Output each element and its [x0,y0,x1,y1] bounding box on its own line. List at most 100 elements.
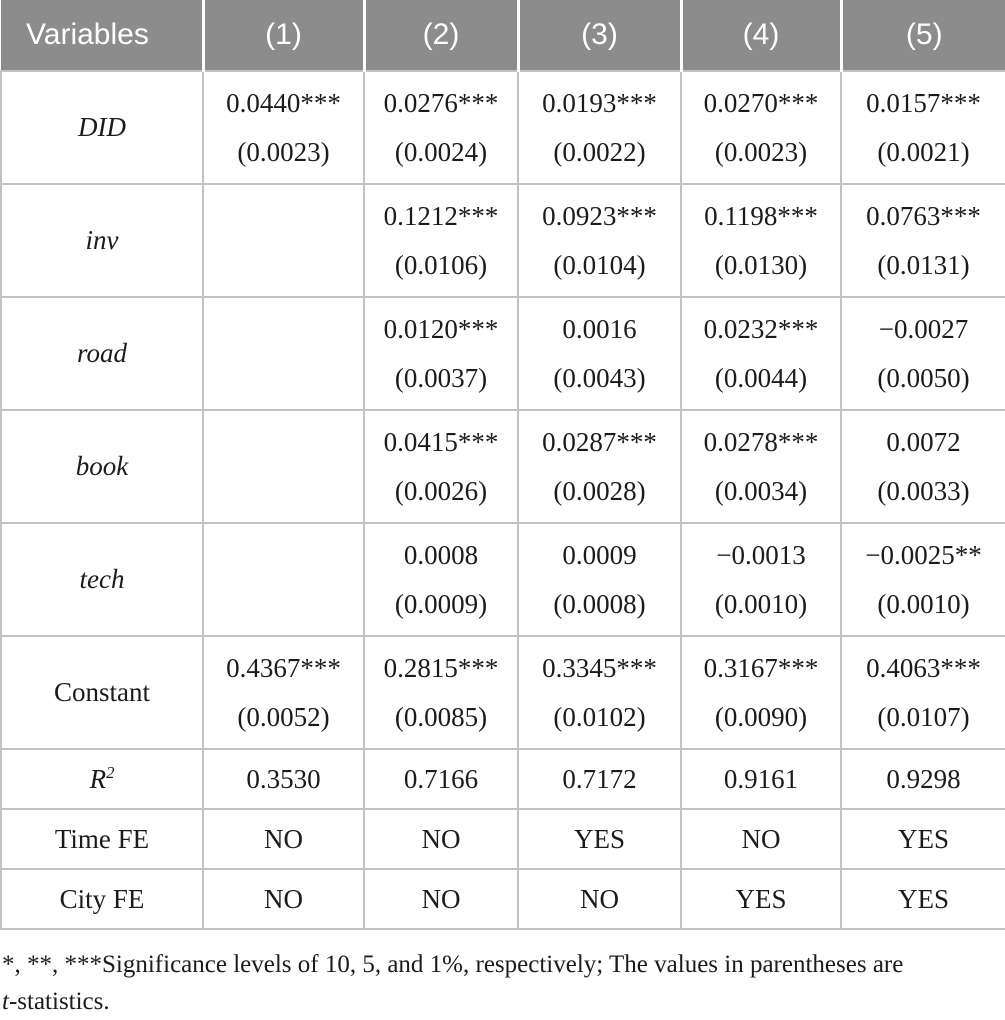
table-row-constant: Constant 0.4367*** (0.0052) 0.2815*** (0.0… [0,635,1005,750]
row-label-city-fe: City FE [0,868,204,930]
coef-value: 0.0270*** [703,87,819,118]
coef-value: 0.0008 [403,539,479,570]
std-error: (0.0104) [553,249,646,280]
table-row-tech: tech 0.0008 (0.0009) 0.0009 (0.0008) −0.00… [0,522,1005,637]
table-cell: YES [840,808,1005,870]
coef-value: 0.0072 [886,426,961,457]
table-cell: −0.0025** (0.0010) [840,522,1005,637]
coef-value: −0.0013 [716,539,806,570]
table-cell: 0.4063*** (0.0107) [840,635,1005,750]
coef-value: 0.1212*** [383,200,499,231]
table-cell [202,522,365,637]
table-cell: 0.0440*** (0.0023) [202,70,365,185]
table-cell: 0.0278*** (0.0034) [680,409,842,524]
table-cell: 0.0009 (0.0008) [517,522,682,637]
header-row: Variables (1) (2) (3) (4) (5) [1,0,1005,71]
std-error: (0.0033) [877,475,970,506]
row-label-tech: tech [0,522,204,637]
header-col-5: (5) [839,0,1005,71]
std-error: (0.0085) [394,701,488,732]
row-label-inv: inv [0,183,204,298]
coef-value: 0.0287*** [542,426,657,457]
coef-value: 0.0440*** [226,87,341,118]
table-cell: 0.3167*** (0.0090) [680,635,842,750]
table-cell: 0.0016 (0.0043) [517,296,682,411]
coef-value: 0.0193*** [542,87,657,118]
std-error: (0.0021) [877,136,970,167]
footnote-line-2: t-statistics. [2,983,1005,1020]
r-squared-exponent: 2 [106,762,115,782]
std-error: (0.0022) [553,136,646,167]
header-variables: Variables [1,0,203,71]
table-cell: 0.0072 (0.0033) [840,409,1005,524]
table-cell: 0.2815*** (0.0085) [363,635,519,750]
std-error: (0.0106) [394,249,488,280]
header-col-3: (3) [516,0,681,71]
coef-value: 0.0278*** [703,426,819,457]
std-error: (0.0008) [553,588,646,619]
row-label-did: DID [0,70,204,185]
table-cell [202,183,365,298]
std-error: (0.0024) [394,136,488,167]
std-error: (0.0009) [394,588,488,619]
table-cell: 0.3345*** (0.0102) [517,635,682,750]
footnote-t-italic: t [2,988,9,1015]
table-cell: 0.0120*** (0.0037) [363,296,519,411]
table-cell: YES [517,808,682,870]
table-cell: 0.0232*** (0.0044) [680,296,842,411]
std-error: (0.0023) [237,136,330,167]
table-cell: NO [517,868,682,930]
coef-value: −0.0027 [878,313,969,344]
table-cell [202,296,365,411]
std-error: (0.0043) [553,362,646,393]
coef-value: 0.0009 [562,539,637,570]
row-label-road: road [0,296,204,411]
table-cell: 0.0270*** (0.0023) [680,70,842,185]
std-error: (0.0130) [714,249,808,280]
coef-value: 0.4063*** [866,652,981,683]
table-cell: 0.1198*** (0.0130) [680,183,842,298]
row-label-r-squared: R2 [0,748,204,810]
table-cell: NO [202,808,365,870]
coef-value: 0.0923*** [542,200,657,231]
table-cell: 0.7172 [517,748,682,810]
std-error: (0.0052) [237,701,330,732]
coef-value: 0.3345*** [542,652,657,683]
table-cell: 0.1212*** (0.0106) [363,183,519,298]
table-row-road: road 0.0120*** (0.0037) 0.0016 (0.0043) 0.… [0,296,1005,411]
coef-value: 0.3167*** [703,652,819,683]
table-cell: 0.0287*** (0.0028) [517,409,682,524]
table-cell: −0.0027 (0.0050) [840,296,1005,411]
footnote-line-1: *, **, ***Significance levels of 10, 5, … [2,951,904,978]
table-cell: NO [363,808,519,870]
table-cell: 0.0415*** (0.0026) [363,409,519,524]
row-label-constant: Constant [0,635,204,750]
coef-value: 0.0415*** [383,426,499,457]
table-row-r-squared: R2 0.3530 0.7166 0.7172 0.9161 0.9298 [0,748,1005,810]
std-error: (0.0023) [714,136,808,167]
coef-value: 0.0232*** [703,313,819,344]
table-cell: 0.0008 (0.0009) [363,522,519,637]
table-cell: 0.0276*** (0.0024) [363,70,519,185]
table-cell: NO [363,868,519,930]
table-cell: YES [680,868,842,930]
header-col-1: (1) [201,0,364,71]
table-cell: NO [680,808,842,870]
std-error: (0.0034) [714,475,808,506]
table-cell: 0.9298 [840,748,1005,810]
std-error: (0.0050) [877,362,970,393]
std-error: (0.0044) [714,362,808,393]
table-cell [202,409,365,524]
std-error: (0.0107) [877,701,970,732]
coef-value: 0.1198*** [704,200,818,231]
table-row-city-fe: City FE NO NO NO YES YES [0,868,1005,930]
table-cell: 0.0763*** (0.0131) [840,183,1005,298]
table-cell: 0.0193*** (0.0022) [517,70,682,185]
coef-value: 0.0157*** [866,87,981,118]
table-cell: −0.0013 (0.0010) [680,522,842,637]
table-cell: NO [202,868,365,930]
std-error: (0.0131) [877,249,970,280]
header-col-2: (2) [362,0,518,71]
table-row-did: DID 0.0440*** (0.0023) 0.0276*** (0.0024) … [0,70,1005,185]
table-cell: 0.7166 [363,748,519,810]
